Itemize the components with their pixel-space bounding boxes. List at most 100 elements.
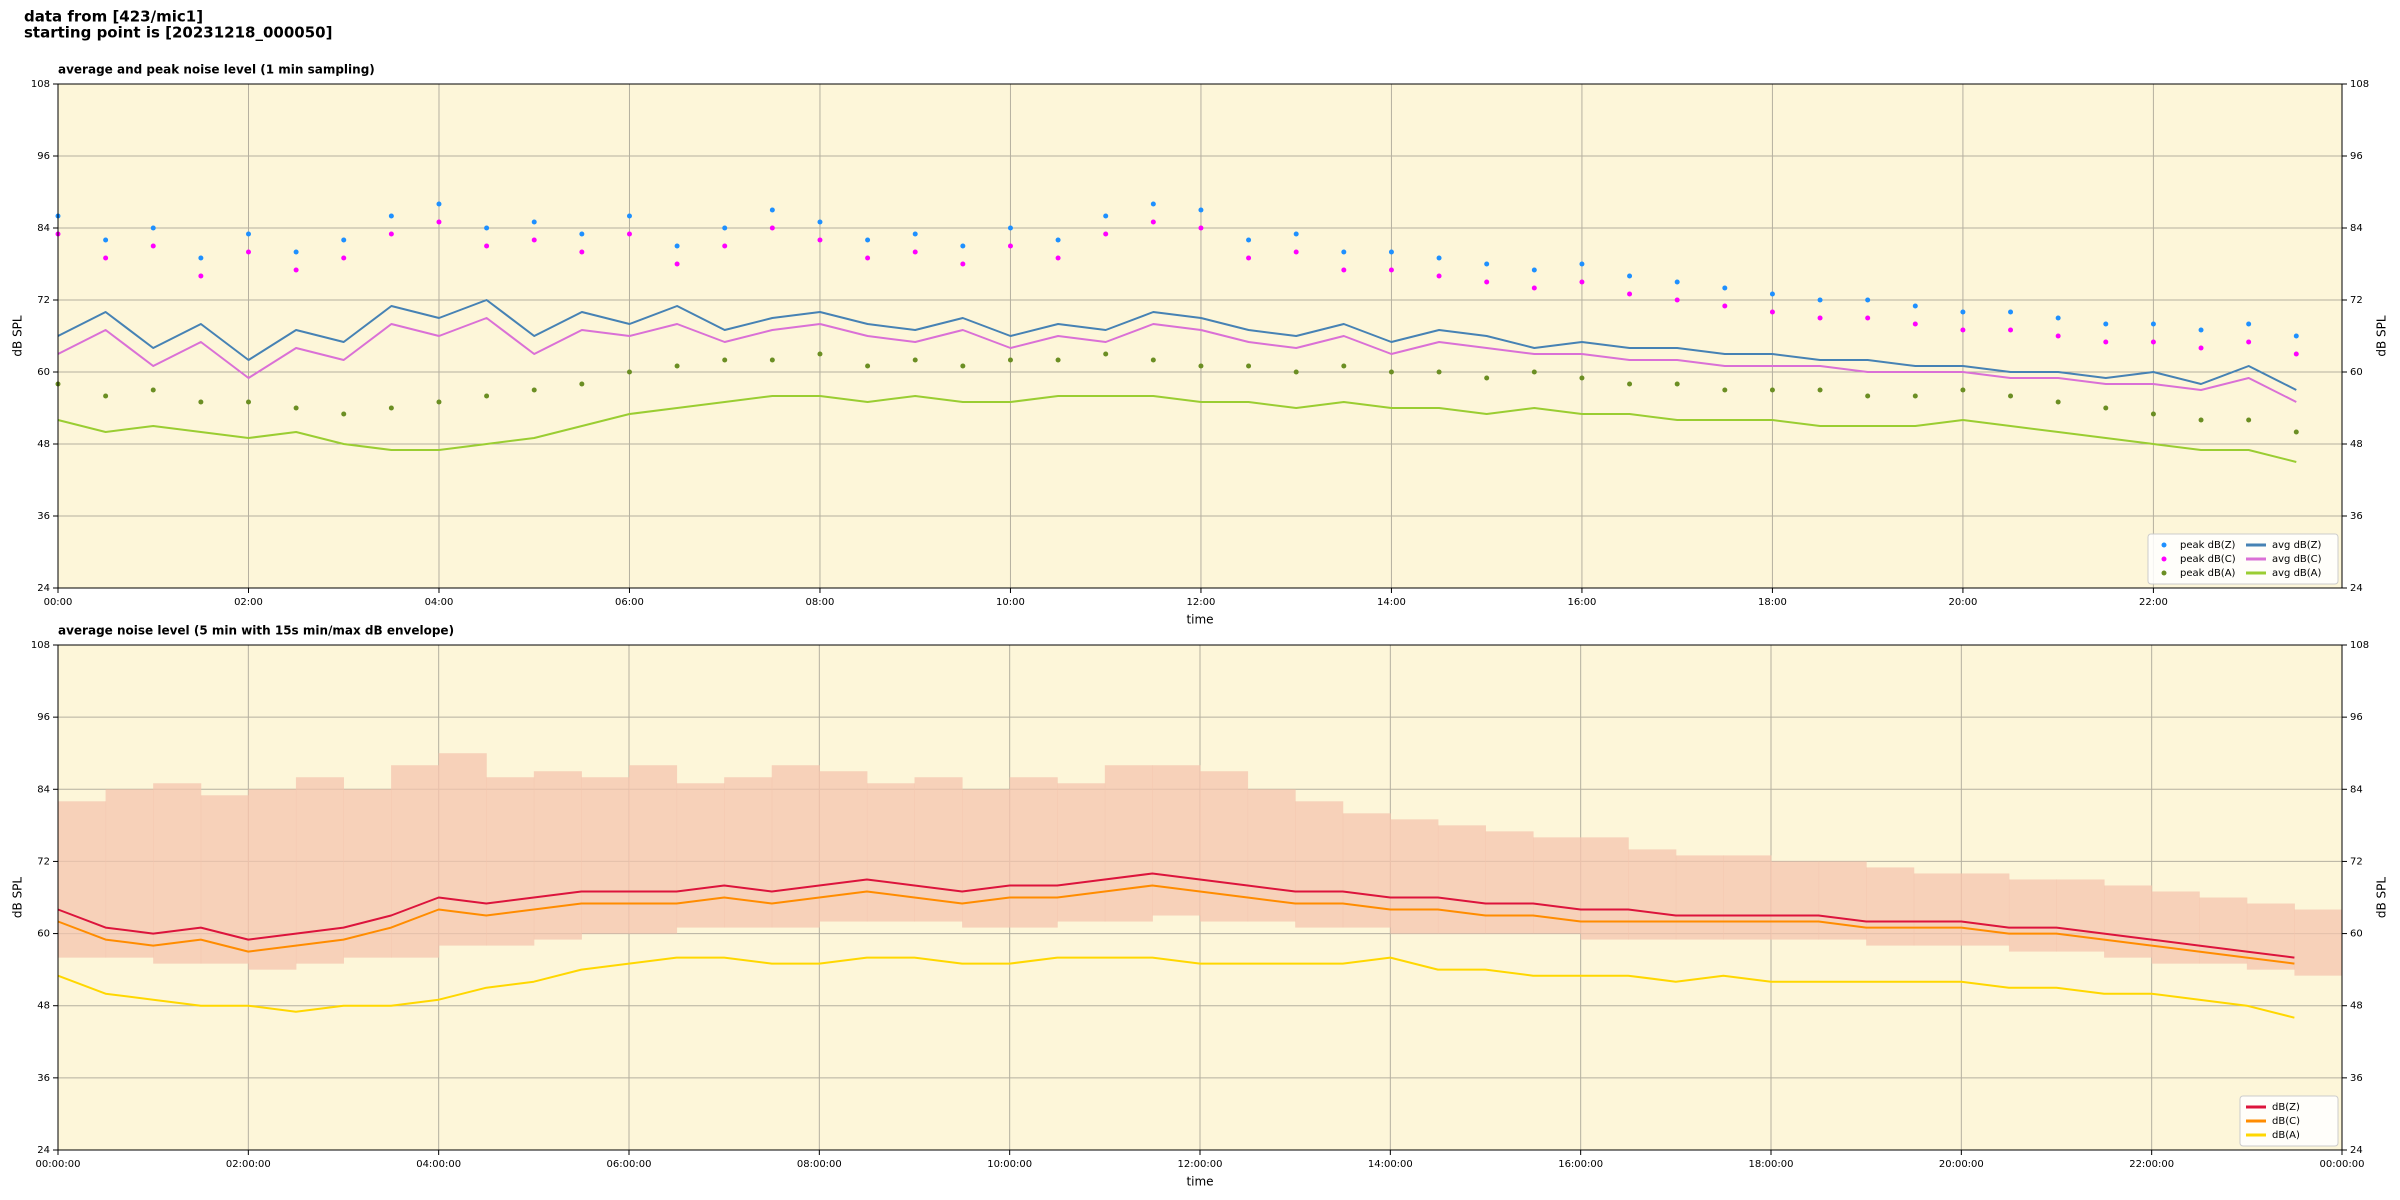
peak-point [150, 243, 156, 249]
peak-point [1198, 207, 1204, 213]
peak-point [1627, 381, 1633, 387]
legend-label: avg dB(A) [2272, 568, 2322, 579]
x-tick-label: 18:00 [1758, 597, 1787, 608]
envelope-band [2151, 891, 2200, 964]
chart: average noise level (5 min with 15s min/… [11, 624, 2389, 1189]
envelope-band [153, 783, 202, 964]
envelope-band [1485, 831, 1534, 934]
legend-label: peak dB(Z) [2180, 540, 2236, 551]
envelope-band [629, 765, 678, 934]
peak-point [1341, 249, 1347, 255]
peak-point [1246, 363, 1252, 369]
plot-frame [57, 83, 2343, 589]
peak-point [1912, 393, 1918, 399]
peak-point [722, 243, 728, 249]
peak-point [2293, 351, 2299, 357]
x-tick-label: 08:00 [806, 597, 835, 608]
peak-point [2055, 399, 2061, 405]
envelope-band [438, 753, 487, 946]
y2-tick-label: 108 [2350, 79, 2369, 90]
envelope-band [1723, 855, 1772, 940]
envelope-band [1295, 801, 1344, 928]
peak-point [1912, 303, 1918, 309]
envelope-band [962, 789, 1011, 928]
y-tick-label: 84 [37, 784, 50, 795]
peak-point [1388, 267, 1394, 273]
envelope-band [1818, 861, 1867, 940]
peak-point [1436, 273, 1442, 279]
envelope-band [1009, 777, 1058, 928]
envelope-band [1771, 861, 1820, 940]
peak-point [484, 225, 490, 231]
peak-point [2150, 411, 2156, 417]
peak-point [1150, 201, 1156, 207]
peak-point [674, 261, 680, 267]
y2-tick-label: 96 [2350, 712, 2363, 723]
envelope-band [1675, 855, 1724, 940]
peak-point [1627, 291, 1633, 297]
peak-point [2008, 327, 2014, 333]
x-tick-label: 02:00 [234, 597, 263, 608]
peak-point [2055, 333, 2061, 339]
peak-point [626, 213, 632, 219]
plot-area [58, 84, 2342, 588]
peak-point [769, 207, 775, 213]
peak-point [1436, 369, 1442, 375]
peak-point [1674, 279, 1680, 285]
x-axis-label: time [1186, 613, 1213, 627]
envelope-band [724, 777, 773, 928]
envelope-band [2056, 879, 2105, 952]
legend-box [2147, 533, 2339, 585]
peak-point [531, 387, 537, 393]
peak-point [103, 255, 109, 261]
peak-point [1103, 351, 1109, 357]
peak-point [198, 255, 204, 261]
peak-point [1531, 369, 1537, 375]
legend-label: dB(C) [2272, 1116, 2300, 1127]
peak-point [1865, 297, 1871, 303]
header-line: starting point is [20231218_000050] [24, 24, 332, 42]
envelope-band [533, 771, 582, 940]
envelope-band [1200, 771, 1249, 922]
peak-point [436, 219, 442, 225]
envelope-band [1961, 873, 2010, 946]
peak-point [1246, 237, 1252, 243]
y2-tick-label: 84 [2350, 784, 2363, 795]
peak-point [1531, 285, 1537, 291]
peak-point [1055, 237, 1061, 243]
y-tick-label: 24 [37, 1145, 50, 1156]
envelope-band [1342, 813, 1391, 928]
peak-point [2008, 309, 2014, 315]
y-axis-label: dB SPL [11, 315, 25, 357]
y2-axis-label: dB SPL [2375, 315, 2389, 357]
envelope-band [1913, 873, 1962, 946]
peak-point [1055, 357, 1061, 363]
peak-point [245, 249, 251, 255]
legend-marker [2161, 542, 2167, 548]
envelope-band [1057, 783, 1106, 922]
peak-point [579, 231, 585, 237]
peak-point [2150, 321, 2156, 327]
series-line [57, 317, 2297, 403]
y2-tick-label: 36 [2350, 1073, 2363, 1084]
x-tick-label: 20:00 [1949, 597, 1978, 608]
peak-point [1960, 387, 1966, 393]
peak-point [626, 231, 632, 237]
legend-label: peak dB(A) [2180, 568, 2236, 579]
y-tick-label: 108 [31, 640, 50, 651]
x-tick-label: 16:00:00 [1558, 1159, 1603, 1170]
header-line: data from [423/mic1] [24, 8, 203, 26]
peak-point [1531, 267, 1537, 273]
peak-point [1007, 243, 1013, 249]
legend: peak dB(Z) peak dB(C) peak dB(A) avg dB(Z) a… [2147, 533, 2339, 585]
peak-point [865, 363, 871, 369]
peak-point [1960, 327, 1966, 333]
peak-point [1674, 381, 1680, 387]
y-tick-label: 108 [31, 79, 50, 90]
envelope-band [2008, 879, 2057, 952]
peak-point [626, 369, 632, 375]
peak-point [1865, 393, 1871, 399]
y-tick-label: 72 [37, 856, 50, 867]
peak-point [1007, 357, 1013, 363]
envelope-band [581, 777, 630, 934]
